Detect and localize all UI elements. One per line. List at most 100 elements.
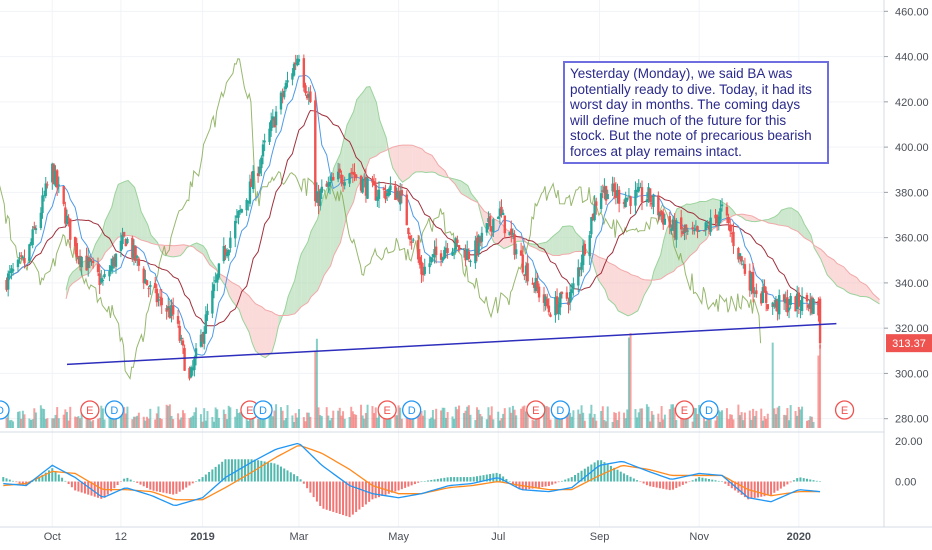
macd-histogram-bar	[430, 479, 433, 482]
candle-body	[797, 292, 801, 307]
candle-body	[627, 195, 631, 197]
volume-bar	[626, 409, 629, 428]
volume-bar	[658, 421, 661, 428]
volume-bar	[257, 418, 260, 428]
candle-body	[466, 249, 469, 260]
macd-histogram-bar	[48, 470, 51, 482]
volume-bar	[319, 415, 322, 428]
macd-histogram-bar	[244, 459, 247, 482]
macd-histogram-bar	[606, 464, 609, 482]
volume-bar	[801, 406, 804, 428]
volume-bar	[652, 414, 655, 428]
macd-histogram-bar	[505, 478, 508, 482]
candle-body	[85, 255, 88, 271]
macd-histogram-bar	[446, 477, 449, 482]
volume-bar	[226, 419, 229, 428]
volume-bar	[124, 413, 127, 428]
volume-bar	[325, 407, 328, 428]
candle-body	[384, 191, 387, 200]
cloud-bear-segment	[641, 278, 645, 304]
candle-body	[65, 215, 69, 224]
volume-bar	[320, 416, 323, 428]
candle-body	[532, 282, 536, 288]
candle-body	[23, 258, 26, 264]
macd-histogram-bar	[685, 481, 688, 484]
macd-histogram-bar	[18, 481, 21, 484]
macd-histogram-bar	[2, 477, 5, 482]
candle-body	[694, 228, 698, 230]
macd-histogram-bar	[642, 481, 645, 484]
macd-histogram-bar	[707, 478, 710, 482]
candle-body	[145, 280, 149, 286]
dividend-marker	[699, 400, 719, 420]
volume-bar	[650, 411, 653, 428]
volume-bar	[273, 410, 276, 428]
volume-bar	[351, 411, 354, 428]
candle-body	[305, 95, 309, 99]
macd-histogram-bar	[168, 481, 171, 494]
candle-body	[408, 235, 412, 240]
macd-histogram-bar	[80, 481, 83, 493]
macd-histogram-bar	[250, 459, 253, 482]
volume-bar	[283, 420, 286, 428]
macd-histogram-bar	[335, 481, 338, 513]
volume-bar	[673, 407, 676, 428]
macd-histogram-bar	[286, 470, 289, 482]
annotation-note[interactable]: Yesterday (Monday), we said BA was poten…	[563, 61, 829, 164]
volume-bar	[340, 415, 343, 428]
volume-bar	[204, 420, 207, 428]
macd-histogram-bar	[675, 481, 678, 489]
candle-body	[635, 189, 639, 193]
candle-body	[421, 271, 425, 276]
senkou-span-b	[65, 144, 880, 316]
candle-body	[751, 272, 755, 294]
volume-bar	[588, 413, 591, 428]
marker-label: E	[383, 405, 390, 417]
macd-histogram-bar	[106, 481, 109, 495]
macd-histogram-bar	[159, 481, 162, 493]
candle-body	[222, 245, 226, 262]
price-tick-label: 380.00	[895, 187, 929, 199]
candle-body	[21, 256, 25, 258]
candle-body	[320, 186, 324, 193]
earnings-marker	[834, 400, 855, 420]
candle-body	[199, 334, 203, 347]
candle-body	[789, 295, 792, 305]
cloud-bull-segment	[683, 203, 687, 265]
macd-histogram-bar	[410, 481, 413, 486]
candle-body	[591, 214, 595, 219]
last-price-tag	[886, 334, 932, 353]
candle-body	[444, 247, 448, 251]
volume-bar	[332, 410, 335, 428]
cloud-bull-segment	[663, 228, 668, 277]
macd-histogram-bar	[453, 477, 456, 482]
macd-histogram-bar	[149, 481, 152, 490]
volume-bar	[559, 415, 562, 428]
candle-body	[648, 188, 652, 203]
dividend-marker	[0, 400, 10, 420]
volume-bar	[508, 407, 511, 428]
volume-bar	[739, 415, 742, 428]
volume-bar	[634, 409, 637, 428]
volume-bar	[315, 338, 318, 428]
macd-histogram-bar	[770, 481, 773, 495]
candle-body	[658, 212, 662, 217]
candlesticks	[5, 54, 822, 381]
volume-bar	[157, 406, 160, 428]
price-tick-label: 320.00	[895, 323, 929, 335]
candle-body	[103, 274, 106, 277]
cloud-bull-segment	[781, 207, 789, 227]
candle-body	[577, 267, 580, 286]
candle-body	[18, 258, 21, 260]
macd-histogram-bar	[384, 481, 387, 495]
candle-body	[613, 183, 616, 192]
macd-histogram-bar	[799, 477, 802, 482]
candle-body	[474, 240, 477, 264]
candle-body	[67, 217, 70, 219]
candle-body	[433, 249, 436, 258]
candle-body	[332, 176, 335, 181]
candle-body	[269, 120, 273, 131]
volume-bar	[75, 417, 78, 428]
macd-histogram-bar	[623, 473, 626, 482]
macd-histogram-bar	[391, 481, 394, 493]
